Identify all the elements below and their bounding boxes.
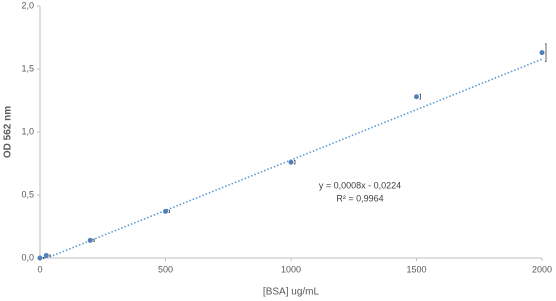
error-bar	[43, 256, 45, 260]
data-point	[163, 208, 168, 214]
x-tick-label: 0	[37, 264, 42, 274]
data-point	[87, 237, 93, 243]
data-point	[414, 94, 419, 100]
y-tick-label: 2,0	[21, 0, 34, 10]
error-bar	[545, 43, 547, 62]
y-tick-label: 1,5	[21, 63, 34, 73]
error-bar	[168, 209, 170, 214]
data-point	[539, 50, 545, 56]
x-tick-label: 500	[158, 264, 173, 274]
error-bar	[93, 238, 95, 243]
data-point	[288, 159, 294, 165]
trendline-r2: R² = 0,9964	[336, 193, 383, 203]
y-axis-title: OD 562 nm	[3, 106, 14, 158]
x-axis-title: [BSA] ug/mL	[263, 287, 320, 298]
y-tick-label: 1,0	[21, 126, 34, 136]
error-bar	[419, 93, 421, 100]
error-bar	[294, 159, 296, 165]
y-tick-label: 0,0	[21, 252, 34, 262]
x-tick-label: 1000	[281, 264, 301, 274]
error-bar	[49, 254, 51, 257]
x-tick-label: 2000	[532, 264, 552, 274]
data-point	[43, 252, 49, 258]
data-point	[37, 255, 43, 261]
y-tick-label: 0,5	[21, 189, 34, 199]
trendline-equation: y = 0,0008x - 0,0224	[319, 180, 401, 190]
x-tick-label: 1500	[406, 264, 426, 274]
